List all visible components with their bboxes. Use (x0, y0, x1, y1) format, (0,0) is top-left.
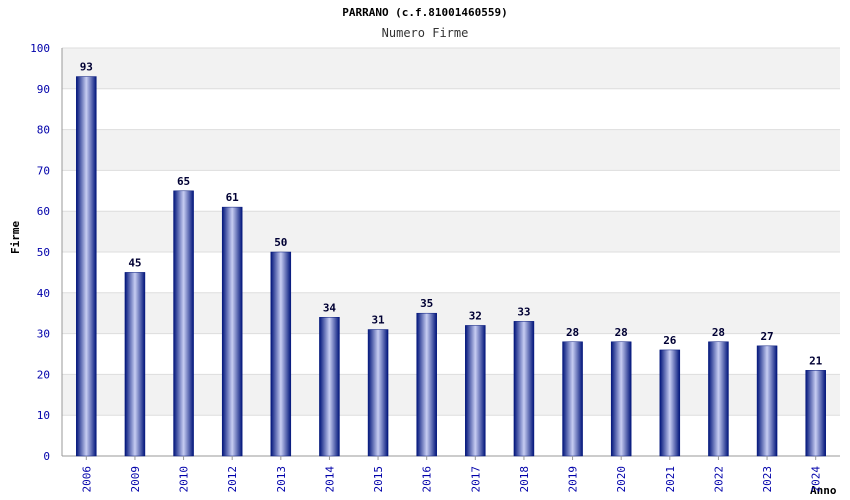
x-axis-label: Anno (810, 484, 837, 497)
data-label: 93 (80, 61, 93, 74)
data-label: 34 (323, 301, 337, 314)
data-label: 21 (809, 354, 823, 367)
bar (562, 341, 583, 457)
data-label: 50 (274, 236, 287, 249)
data-label: 35 (420, 297, 433, 310)
x-tick-label: 2023 (761, 466, 774, 493)
bar (805, 370, 826, 457)
chart-title: PARRANO (c.f.81001460559) (342, 6, 508, 19)
x-tick-label: 2013 (275, 466, 288, 493)
x-tick-label: 2020 (615, 466, 628, 493)
data-label: 28 (566, 326, 579, 339)
x-tick-label: 2022 (712, 466, 725, 493)
x-tick-label: 2024 (810, 466, 823, 493)
x-tick-label: 2016 (421, 466, 434, 493)
y-tick-label: 50 (37, 246, 50, 259)
x-tick-label: 2018 (518, 466, 531, 493)
bar (416, 312, 437, 457)
y-tick-label: 60 (37, 205, 50, 218)
bar (76, 76, 97, 457)
y-tick-label: 100 (30, 42, 50, 55)
x-tick-label: 2017 (469, 466, 482, 493)
data-label: 65 (177, 175, 190, 188)
grid-band (62, 129, 840, 171)
x-tick-label: 2009 (129, 466, 142, 493)
data-label: 27 (760, 330, 773, 343)
data-label: 33 (517, 305, 530, 318)
x-tick-label: 2006 (80, 466, 93, 493)
data-label: 31 (371, 314, 385, 327)
bar (708, 341, 729, 457)
x-tick-label: 2014 (323, 466, 336, 493)
y-tick-label: 10 (37, 409, 50, 422)
data-label: 32 (469, 309, 482, 322)
bar (659, 349, 681, 457)
bar (319, 317, 340, 457)
y-tick-label: 20 (37, 368, 50, 381)
x-tick-label: 2012 (226, 466, 239, 493)
data-label: 28 (712, 326, 725, 339)
bar (610, 341, 632, 457)
bar (221, 206, 243, 457)
data-label: 26 (663, 334, 677, 347)
grid-band (62, 48, 840, 89)
bar (465, 325, 486, 457)
bar (270, 251, 292, 457)
x-tick-label: 2019 (567, 466, 580, 493)
chart-subtitle: Numero Firme (381, 26, 469, 40)
data-label: 45 (128, 256, 141, 269)
data-label: 28 (615, 326, 628, 339)
x-tick-label: 2010 (178, 466, 191, 493)
bar (367, 329, 389, 457)
y-tick-label: 30 (37, 328, 50, 341)
data-label: 61 (226, 191, 240, 204)
bar (173, 190, 194, 457)
y-tick-label: 90 (37, 83, 50, 96)
bar (756, 345, 778, 457)
x-tick-label: 2015 (372, 466, 385, 493)
y-tick-label: 40 (37, 287, 50, 300)
y-tick-label: 80 (37, 124, 50, 137)
bar (124, 272, 146, 457)
y-tick-label: 70 (37, 164, 50, 177)
y-tick-label: 0 (43, 450, 50, 463)
bar (513, 321, 535, 457)
x-tick-label: 2021 (664, 466, 677, 493)
